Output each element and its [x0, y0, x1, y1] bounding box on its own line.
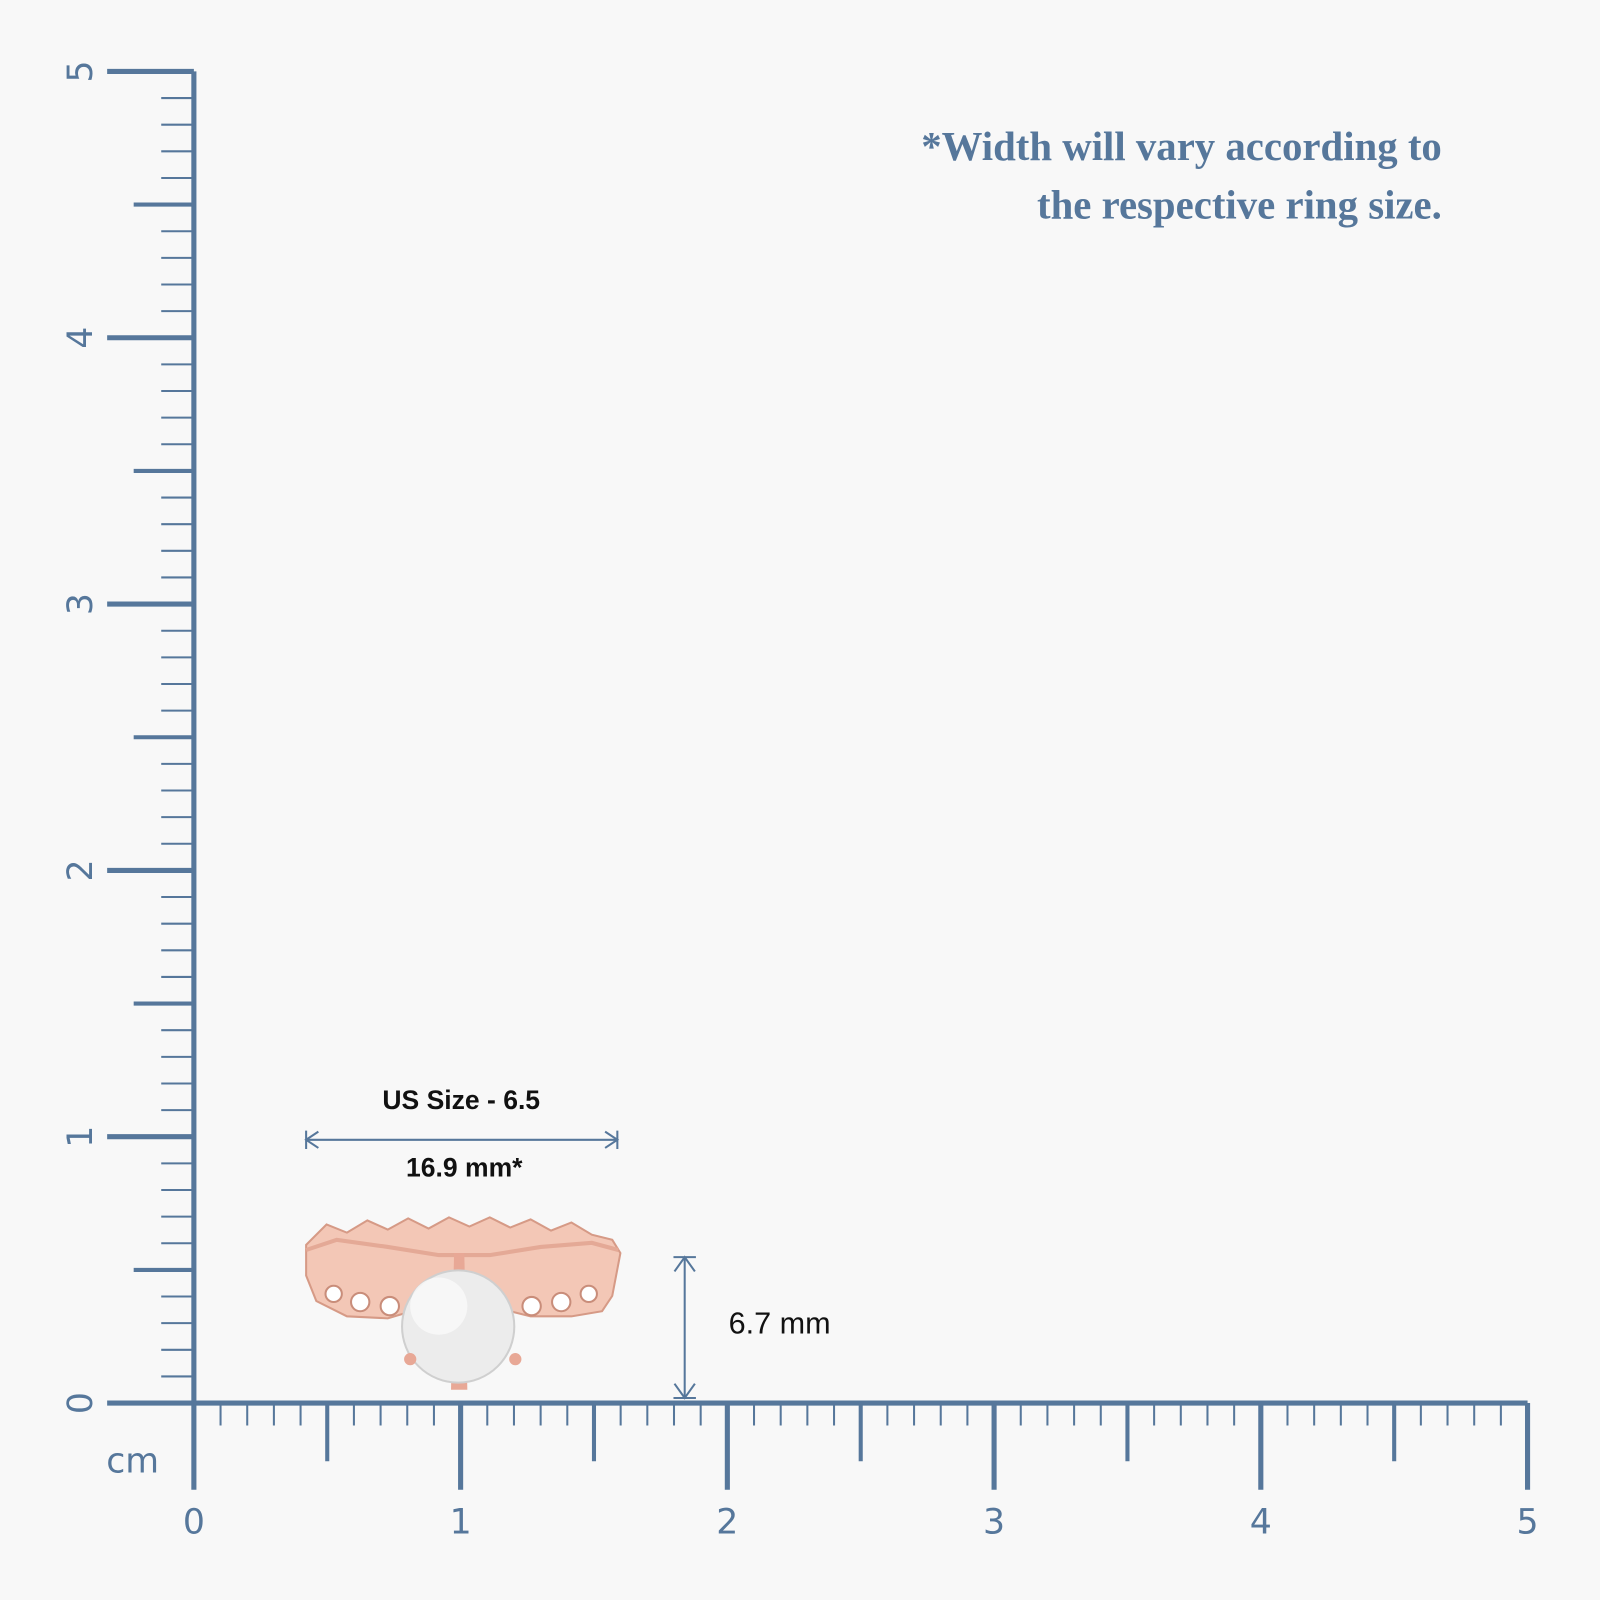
- y-tick-label: 3: [61, 593, 101, 615]
- y-tick-label: 4: [61, 327, 101, 349]
- size-label: US Size - 6.5: [382, 1085, 540, 1115]
- unit-label: cm: [106, 1441, 159, 1481]
- note-line: *Width will vary according to: [921, 124, 1442, 169]
- ring-image: [305, 1216, 622, 1390]
- x-tick-label: 3: [983, 1503, 1005, 1543]
- width-label: 16.9 mm*: [406, 1153, 523, 1183]
- y-tick-label: 2: [61, 859, 101, 881]
- y-tick-label: 5: [61, 60, 101, 82]
- x-tick-label: 0: [183, 1503, 205, 1543]
- height-label: 6.7 mm: [729, 1307, 831, 1341]
- y-tick-label: 1: [61, 1126, 101, 1148]
- y-tick-label: 0: [61, 1392, 101, 1414]
- x-tick-label: 5: [1517, 1503, 1539, 1543]
- note-line: the respective ring size.: [1037, 182, 1442, 227]
- x-tick-label: 1: [450, 1503, 472, 1543]
- x-tick-label: 4: [1250, 1503, 1272, 1543]
- dimension-arrows: [304, 1130, 696, 1400]
- x-tick-label: 2: [716, 1503, 738, 1543]
